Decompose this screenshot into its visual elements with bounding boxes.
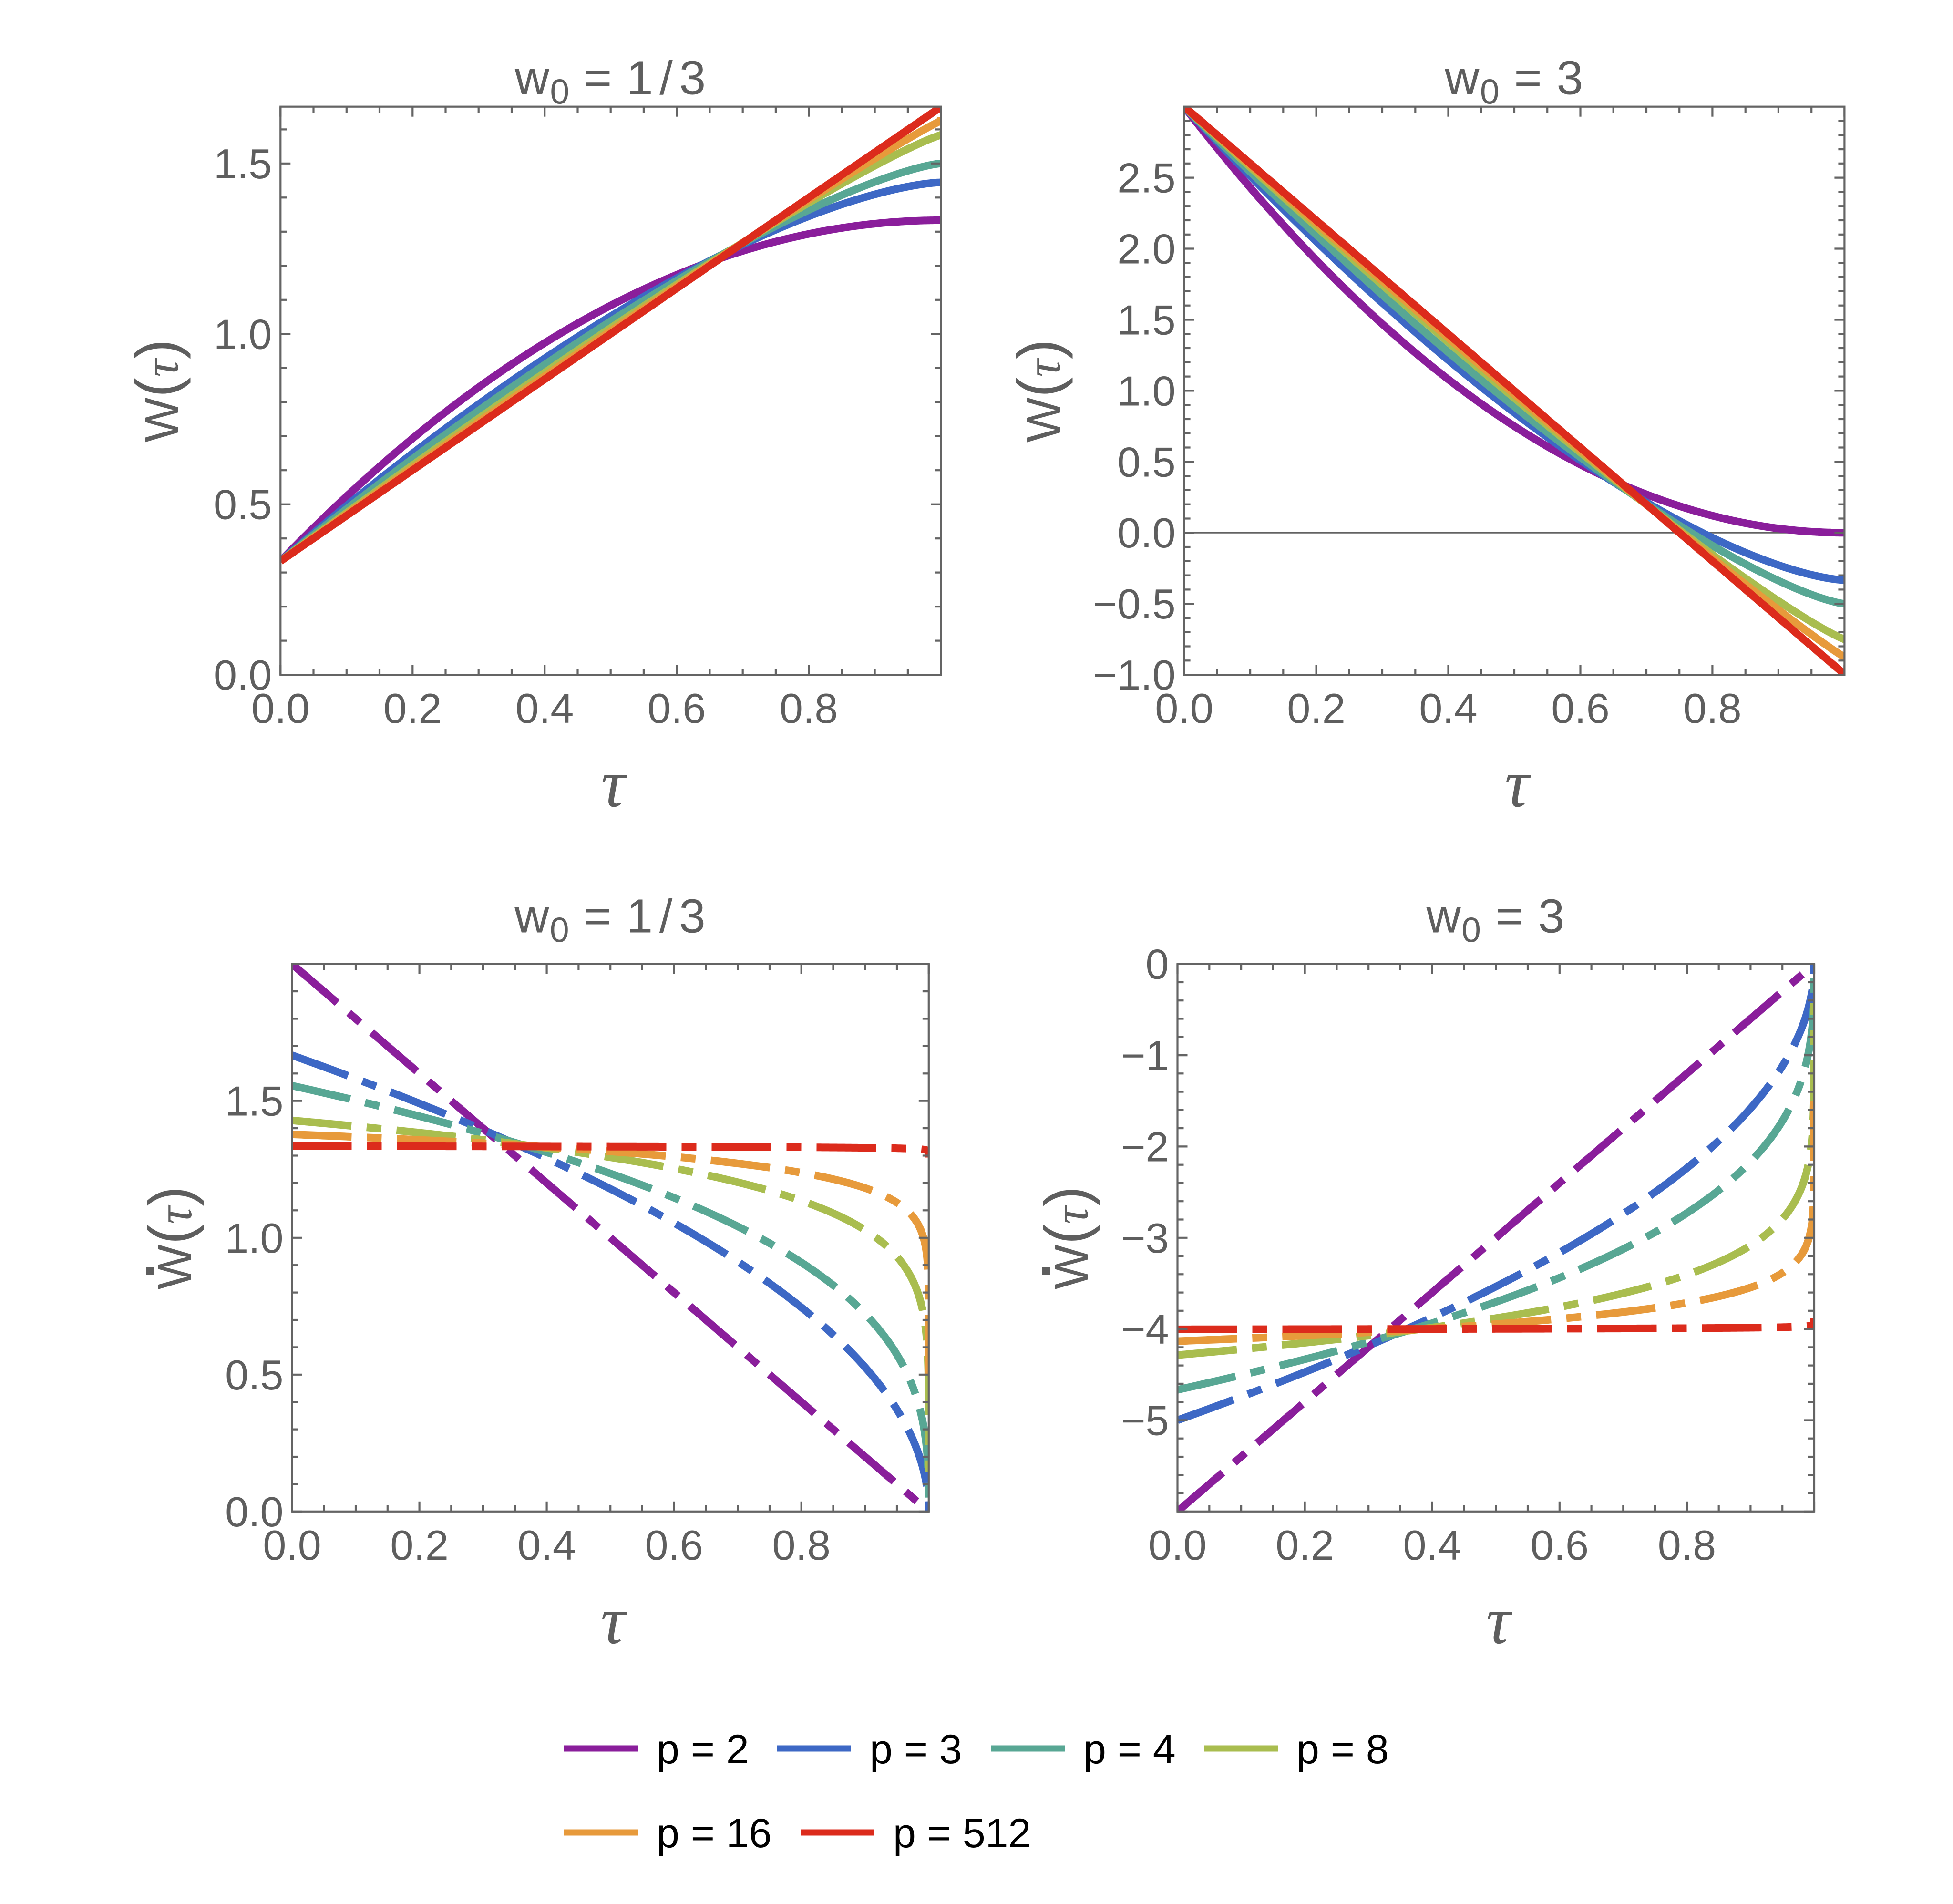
svg-text:0.6: 0.6 (645, 1522, 703, 1569)
svg-text:w0 = 3: w0 = 3 (1426, 890, 1565, 950)
svg-text:0.2: 0.2 (1287, 685, 1345, 732)
svg-text:0: 0 (1146, 941, 1169, 988)
svg-text:1.0: 1.0 (1117, 367, 1175, 414)
svg-text:0.2: 0.2 (383, 685, 442, 732)
svg-text:p = 2: p = 2 (657, 1727, 749, 1772)
svg-text:τ: τ (601, 1583, 627, 1658)
svg-text:0.0: 0.0 (214, 651, 272, 699)
svg-text:W(τ): W(τ) (136, 1186, 205, 1289)
svg-text:−3: −3 (1121, 1214, 1169, 1262)
svg-text:1.0: 1.0 (214, 310, 272, 358)
svg-text:0.0: 0.0 (225, 1488, 283, 1535)
svg-text:p = 8: p = 8 (1296, 1727, 1389, 1772)
svg-text:0.0: 0.0 (251, 685, 309, 732)
svg-text:0.5: 0.5 (225, 1351, 283, 1399)
svg-text:0.0: 0.0 (263, 1522, 321, 1569)
svg-text:0.6: 0.6 (1551, 685, 1609, 732)
svg-text:w0 = 3: w0 = 3 (1444, 51, 1583, 112)
svg-text:−5: −5 (1121, 1397, 1169, 1444)
svg-text:p = 3: p = 3 (870, 1727, 962, 1772)
svg-text:0.2: 0.2 (390, 1522, 448, 1569)
svg-text:τ: τ (601, 746, 627, 821)
svg-text:−1.0: −1.0 (1093, 651, 1176, 699)
svg-text:τ: τ (1486, 1583, 1513, 1658)
svg-text:p = 4: p = 4 (1083, 1727, 1176, 1772)
svg-text:1.0: 1.0 (225, 1214, 283, 1262)
svg-text:0.0: 0.0 (1117, 509, 1175, 556)
svg-text:1.5: 1.5 (214, 140, 272, 187)
svg-text:0.5: 0.5 (1117, 438, 1175, 485)
svg-text:0.2: 0.2 (1275, 1522, 1334, 1569)
svg-text:0.4: 0.4 (517, 1522, 576, 1569)
svg-text:τ: τ (1505, 746, 1532, 821)
svg-text:1.5: 1.5 (1117, 297, 1175, 344)
svg-text:0.5: 0.5 (214, 481, 272, 528)
svg-text:2.0: 2.0 (1117, 226, 1175, 273)
svg-text:−2: −2 (1121, 1123, 1169, 1170)
svg-text:0.4: 0.4 (515, 685, 574, 732)
svg-text:0.8: 0.8 (780, 685, 838, 732)
svg-text:0.6: 0.6 (648, 685, 706, 732)
svg-text:p = 512: p = 512 (893, 1811, 1031, 1856)
svg-text:0.8: 0.8 (772, 1522, 831, 1569)
svg-text:W(τ): W(τ) (1033, 1186, 1101, 1289)
svg-text:0.0: 0.0 (1155, 685, 1213, 732)
svg-text:−1: −1 (1121, 1032, 1169, 1079)
svg-text:0.6: 0.6 (1531, 1522, 1589, 1569)
svg-text:0.8: 0.8 (1683, 685, 1741, 732)
svg-text:2.5: 2.5 (1117, 154, 1175, 202)
svg-text:−0.5: −0.5 (1093, 580, 1176, 628)
svg-text:−4: −4 (1121, 1306, 1169, 1353)
svg-text:1.5: 1.5 (225, 1078, 283, 1125)
svg-text:p = 16: p = 16 (657, 1811, 772, 1856)
svg-text:0.4: 0.4 (1419, 685, 1477, 732)
svg-text:0.8: 0.8 (1658, 1522, 1716, 1569)
svg-text:0.0: 0.0 (1148, 1522, 1206, 1569)
svg-text:0.4: 0.4 (1403, 1522, 1461, 1569)
